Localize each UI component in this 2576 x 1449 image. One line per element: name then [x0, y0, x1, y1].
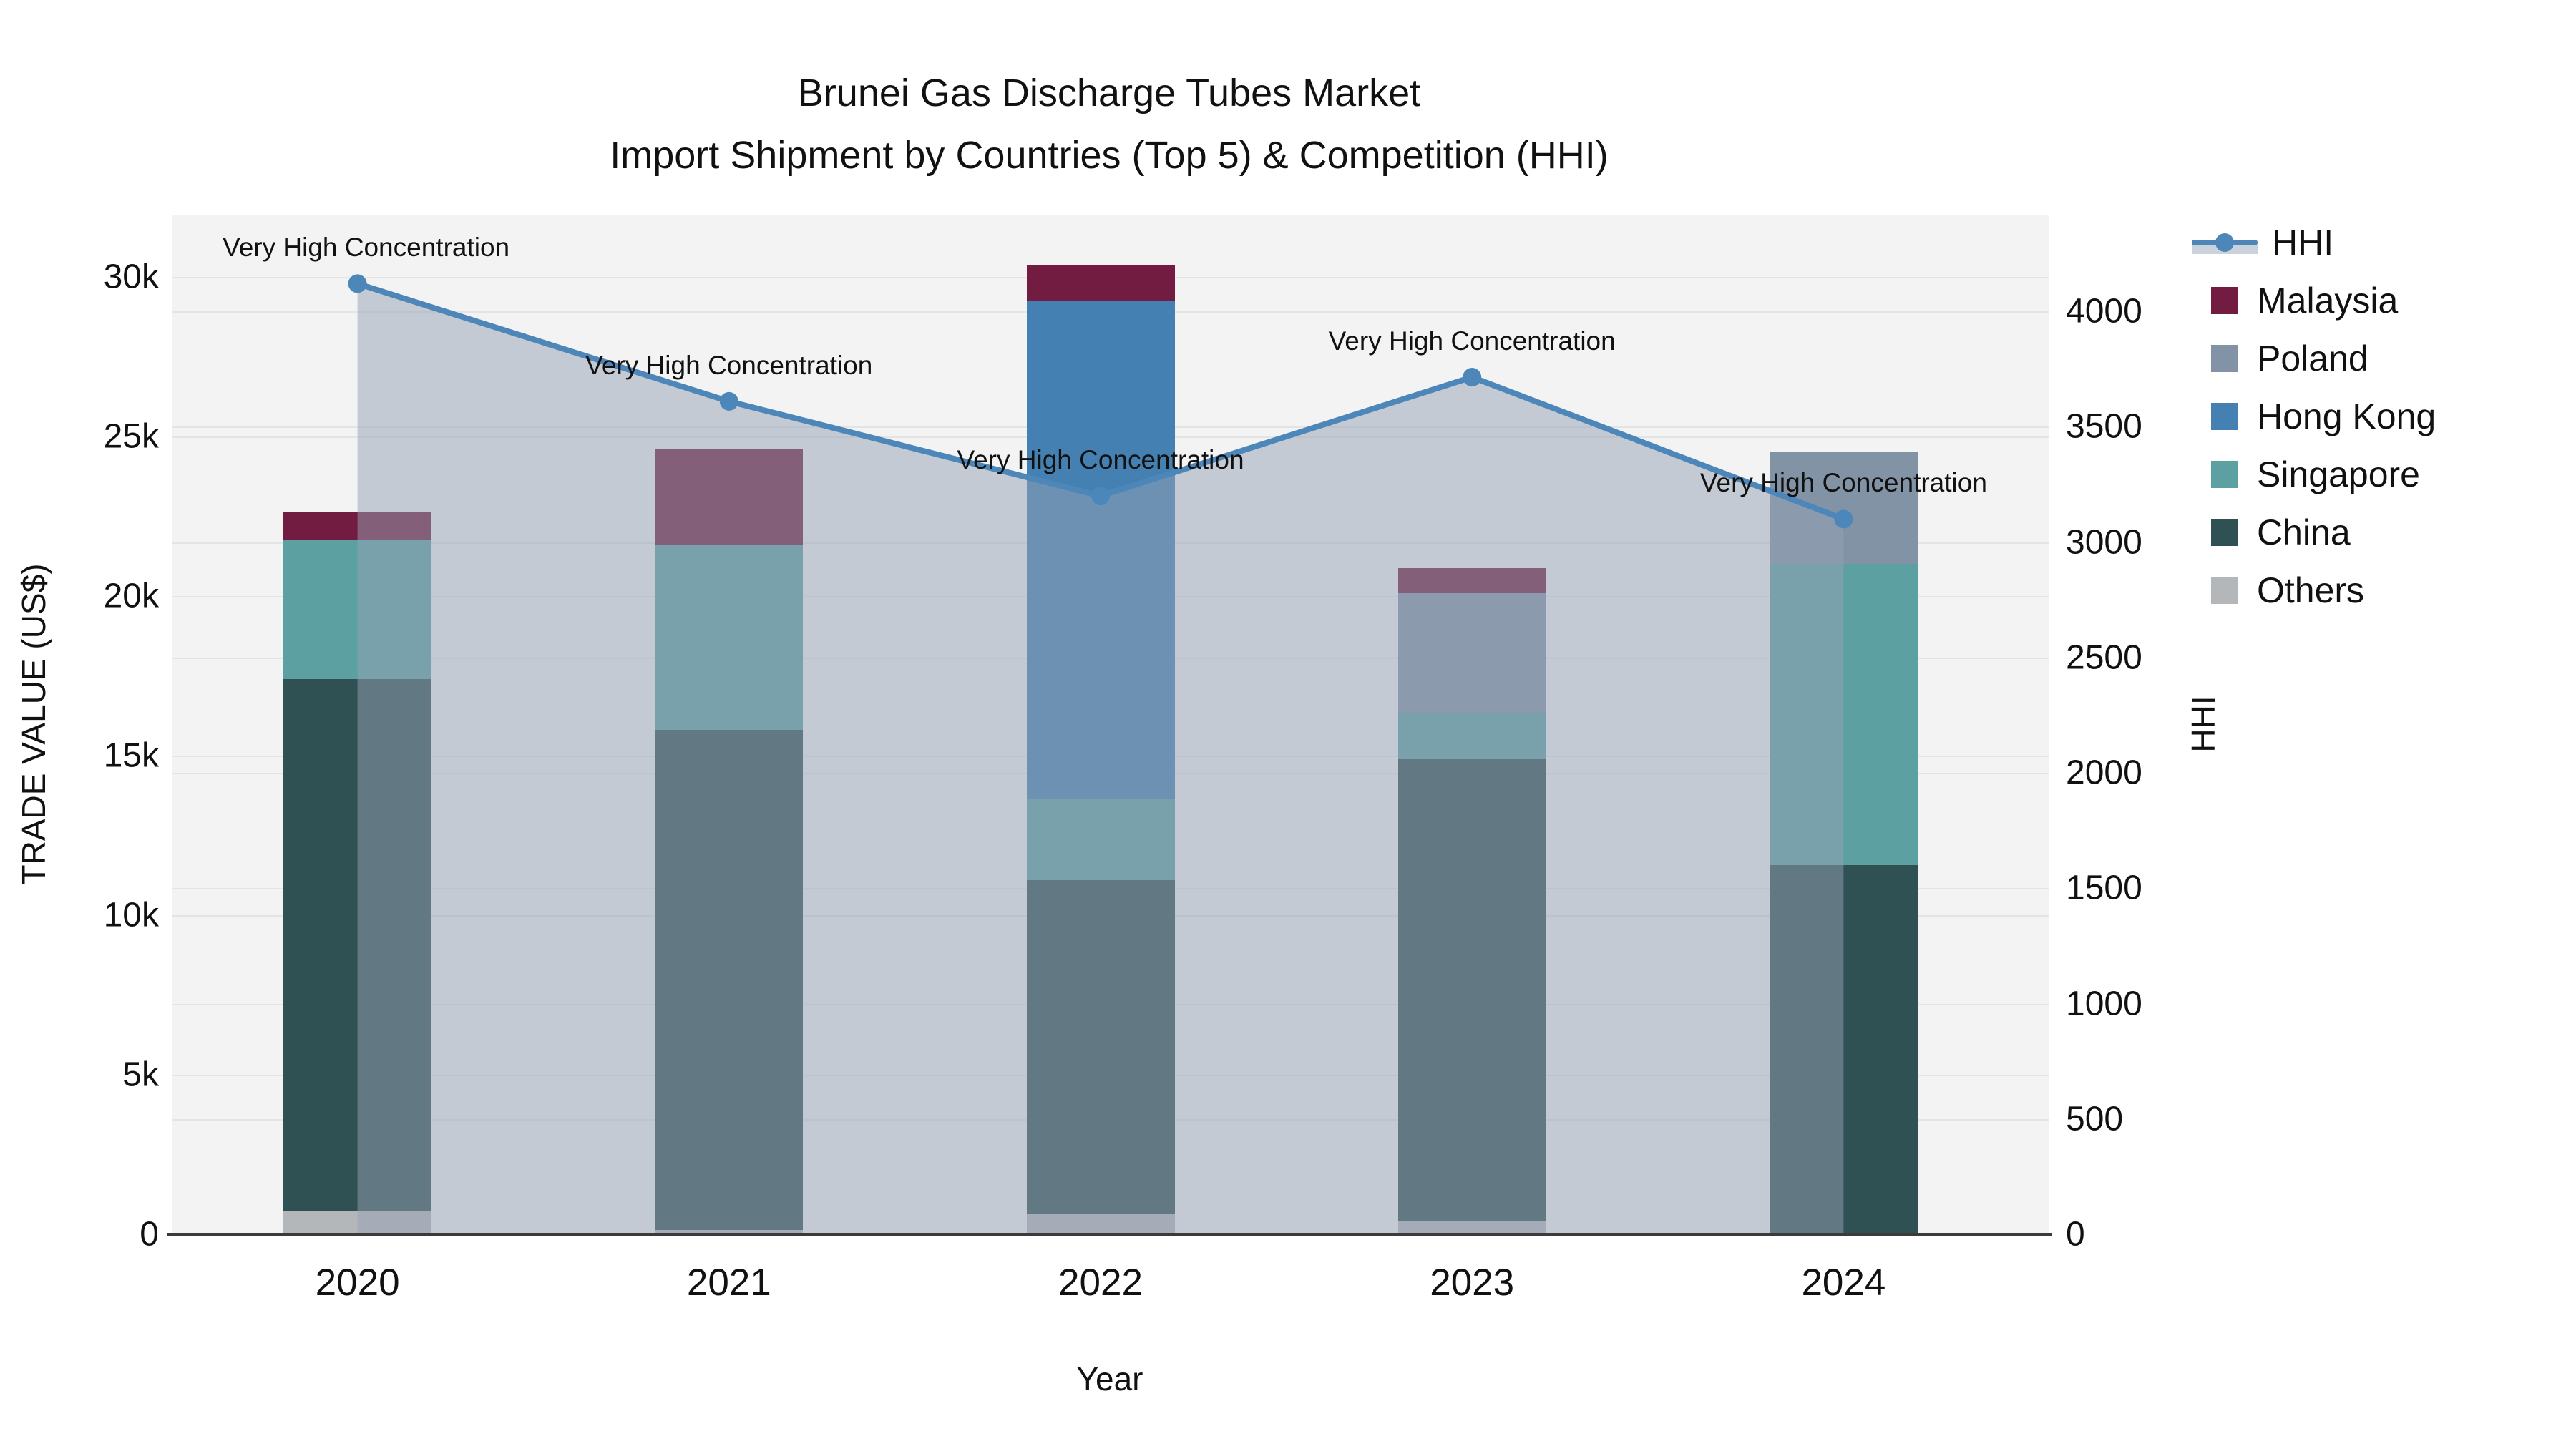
legend-label: China [2257, 512, 2351, 552]
bar-segment-poland [1397, 592, 1546, 713]
chart-title-line1: Brunei Gas Discharge Tubes Market [797, 72, 1421, 114]
bar-segment-china [1769, 864, 1918, 1234]
x-tick-year: 2023 [1430, 1262, 1515, 1304]
legend-item-hong-kong[interactable]: Hong Kong [2211, 396, 2436, 437]
x-tick-year: 2021 [686, 1262, 771, 1304]
y-right-tick: 1000 [2066, 985, 2142, 1023]
bar-segment-singapore [1026, 799, 1175, 880]
x-axis-title: Year [1076, 1360, 1143, 1397]
x-axis-line [167, 1233, 2052, 1236]
legend-label: Others [2257, 570, 2365, 610]
legend-item-hhi[interactable]: HHI [2192, 222, 2436, 263]
bar-segment-china [1026, 879, 1175, 1214]
annotation-label: Very High Concentration [585, 350, 873, 380]
legend-item-others[interactable]: Others [2211, 570, 2436, 611]
y-right-tick: 0 [2066, 1215, 2085, 1254]
bar-segment-malaysia [1026, 265, 1175, 301]
legend-item-poland[interactable]: Poland [2211, 338, 2436, 379]
legend-swatch-icon [2211, 577, 2238, 604]
x-tick-year: 2022 [1058, 1262, 1143, 1304]
hhi-line-icon [2192, 227, 2258, 258]
y-left-tick: 5k [122, 1055, 159, 1094]
legend-label: Hong Kong [2257, 396, 2436, 436]
annotation-label: Very High Concentration [223, 233, 510, 263]
annotation-label: Very High Concentration [1699, 468, 1987, 498]
legend-swatch-icon [2211, 345, 2238, 372]
y-right-tick: 4000 [2066, 292, 2142, 331]
y-left-tick: 10k [103, 896, 159, 935]
bar-segment-singapore [1769, 563, 1918, 865]
y-left-tick: 15k [103, 736, 159, 775]
annotation-label: Very High Concentration [957, 445, 1244, 475]
y-right-tick: 2000 [2066, 753, 2142, 792]
y-right-tick: 1500 [2066, 869, 2142, 907]
y-left-tick: 25k [103, 417, 159, 456]
x-tick-year: 2020 [315, 1262, 400, 1304]
legend-swatch-icon [2211, 287, 2238, 314]
legend-swatch-icon [2211, 461, 2238, 488]
y-right-axis-title: HHI [2185, 696, 2222, 753]
bar-segment-china [655, 730, 804, 1231]
x-tick-year: 2024 [1801, 1262, 1886, 1304]
legend: HHI Malaysia Poland Hong Kong Singapore China… [2192, 222, 2436, 628]
bar-segment-singapore [655, 544, 804, 731]
y-left-tick: 0 [140, 1215, 159, 1254]
bar-segment-singapore [1397, 713, 1546, 759]
y-right-tick: 3500 [2066, 407, 2142, 446]
legend-swatch-icon [2211, 519, 2238, 546]
bar-segment-singapore [283, 540, 432, 679]
bar-segment-others [283, 1211, 432, 1234]
y-left-tick: 20k [103, 577, 159, 615]
chart-title-line2: Import Shipment by Countries (Top 5) & C… [610, 134, 1609, 177]
legend-label: Singapore [2257, 454, 2420, 494]
bar-segment-china [1397, 758, 1546, 1221]
legend-swatch-icon [2211, 403, 2238, 430]
legend-item-singapore[interactable]: Singapore [2211, 454, 2436, 495]
bar-segment-malaysia [1397, 568, 1546, 593]
legend-label: Poland [2257, 338, 2368, 379]
bar-segment-others [1026, 1214, 1175, 1234]
legend-label: HHI [2272, 223, 2334, 263]
y-right-tick: 500 [2066, 1100, 2124, 1138]
plot-area [172, 215, 2049, 1234]
bar-segment-malaysia [655, 449, 804, 545]
bar-segment-hong-kong [1026, 300, 1175, 799]
y-right-tick: 2500 [2066, 638, 2142, 677]
annotation-label: Very High Concentration [1328, 326, 1616, 356]
legend-item-malaysia[interactable]: Malaysia [2211, 280, 2436, 321]
legend-item-china[interactable]: China [2211, 512, 2436, 553]
bar-segment-china [283, 678, 432, 1212]
bar-segment-malaysia [283, 512, 432, 541]
legend-label: Malaysia [2257, 280, 2399, 321]
y-left-axis-title: TRADE VALUE (US$) [15, 563, 52, 885]
y-left-tick: 30k [103, 258, 159, 296]
y-right-tick: 3000 [2066, 523, 2142, 562]
